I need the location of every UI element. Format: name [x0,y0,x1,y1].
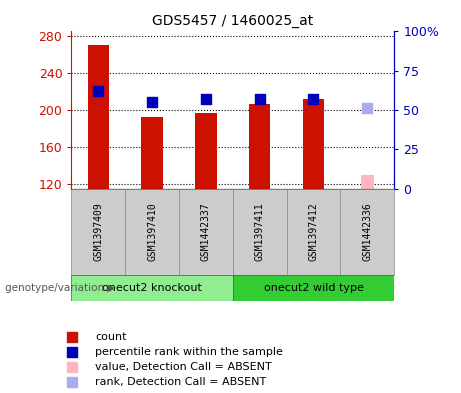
Point [202,96,210,102]
Text: onecut2 wild type: onecut2 wild type [264,283,363,293]
Text: GSM1397411: GSM1397411 [254,202,265,261]
Text: value, Detection Call = ABSENT: value, Detection Call = ABSENT [95,362,272,372]
Point [148,99,156,105]
Point [68,334,75,341]
Bar [303,99,324,189]
Text: GSM1442337: GSM1442337 [201,202,211,261]
Text: GSM1397409: GSM1397409 [93,202,103,261]
Text: genotype/variation ▶: genotype/variation ▶ [5,283,115,293]
Point [95,88,102,94]
Bar [340,189,394,275]
Point [68,364,75,370]
Bar [125,189,179,275]
Bar [142,118,163,189]
Point [310,96,317,102]
Title: GDS5457 / 1460025_at: GDS5457 / 1460025_at [152,14,313,28]
Bar [361,175,374,189]
Bar [71,275,233,301]
Text: GSM1397410: GSM1397410 [147,202,157,261]
Text: rank, Detection Call = ABSENT: rank, Detection Call = ABSENT [95,377,266,387]
Bar [88,45,109,189]
Point [256,96,263,102]
Bar [179,189,233,275]
Text: GSM1397412: GSM1397412 [308,202,319,261]
Bar [71,189,125,275]
Bar [233,275,394,301]
Bar [233,189,287,275]
Bar [195,113,217,189]
Text: GSM1442336: GSM1442336 [362,202,372,261]
Point [68,378,75,385]
Bar [249,104,271,189]
Text: percentile rank within the sample: percentile rank within the sample [95,347,283,357]
Point [364,105,371,112]
Point [68,349,75,355]
Bar [287,189,340,275]
Text: onecut2 knockout: onecut2 knockout [102,283,202,293]
Text: count: count [95,332,127,342]
